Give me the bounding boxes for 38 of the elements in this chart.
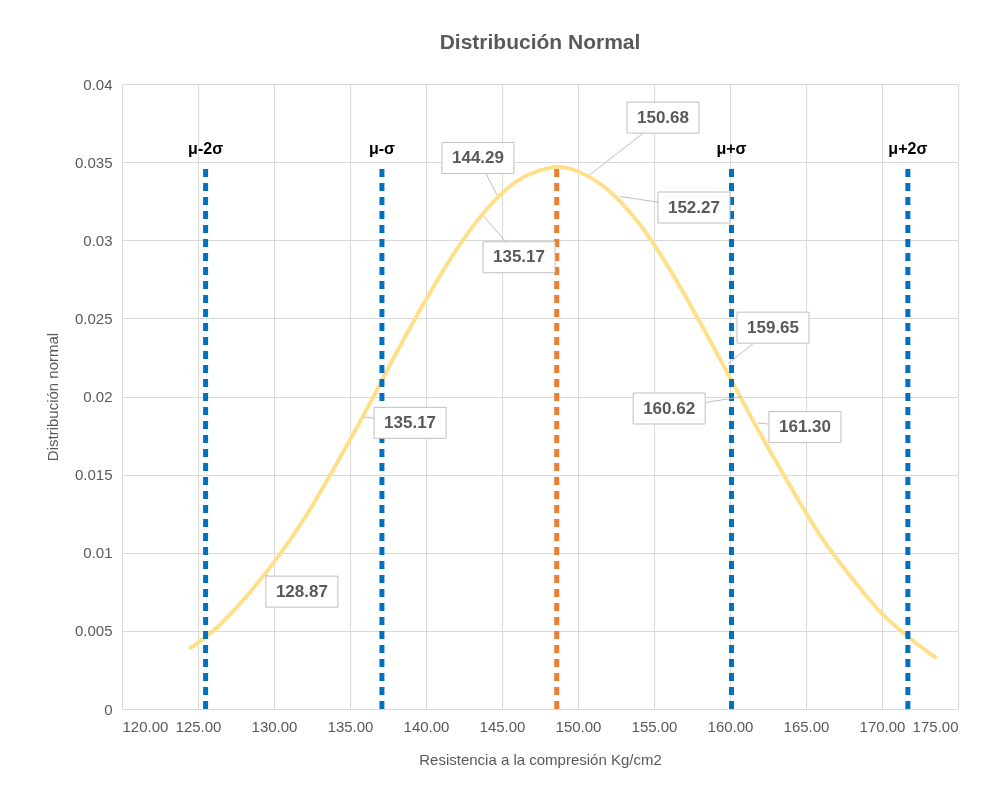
- x-tick-label: 125.00: [175, 717, 222, 735]
- x-tick-label: 150.00: [555, 717, 602, 735]
- annotation: 159.65: [747, 317, 800, 337]
- x-axis-title: Resistencia a la compresión Kg/cm2: [419, 750, 662, 768]
- annotation: 160.62: [643, 398, 696, 418]
- y-tick-label: 0.03: [83, 231, 113, 249]
- annotation: 150.68: [637, 107, 690, 127]
- x-tick-label: 170.00: [859, 717, 906, 735]
- y-tick-label: 0.025: [74, 309, 113, 327]
- y-tick-label: 0.005: [74, 622, 113, 640]
- x-tick-label: 130.00: [251, 717, 298, 735]
- annotation: 152.27: [667, 197, 720, 217]
- y-tick-label: 0.02: [83, 388, 113, 405]
- ref-line-label: μ+2σ: [888, 139, 928, 157]
- annotation: 128.87: [275, 581, 328, 601]
- x-tick-label: 140.00: [403, 717, 450, 735]
- ref-line-label: μ-2σ: [188, 139, 224, 157]
- y-tick-label: 0.01: [83, 544, 113, 562]
- annotation: 135.17: [384, 412, 437, 432]
- x-tick-label: 165.00: [783, 717, 830, 735]
- x-tick-label: 160.00: [707, 717, 754, 735]
- line-series: [188, 164, 938, 660]
- y-tick-label: 0: [104, 700, 113, 718]
- annotation: 144.29: [451, 147, 504, 167]
- annotation: 135.17: [493, 247, 545, 267]
- y-axis-title: Distribución normal: [43, 332, 61, 462]
- x-tick-label: 175.00: [912, 717, 959, 735]
- chart-title: Distribución Normal: [439, 30, 641, 53]
- y-tick-label: 0.04: [83, 75, 113, 93]
- x-tick-label: 145.00: [479, 717, 526, 735]
- x-tick-label: 135.00: [327, 717, 374, 735]
- y-tick-label: 0.015: [74, 466, 113, 484]
- annotation: 161.30: [778, 417, 831, 437]
- ref-line-label: μ+σ: [716, 139, 747, 157]
- x-tick-label: 155.00: [631, 717, 678, 735]
- x-tick-label: 120.00: [122, 717, 169, 735]
- ref-line-label: μ-σ: [368, 139, 396, 157]
- y-tick-label: 0.035: [74, 153, 113, 171]
